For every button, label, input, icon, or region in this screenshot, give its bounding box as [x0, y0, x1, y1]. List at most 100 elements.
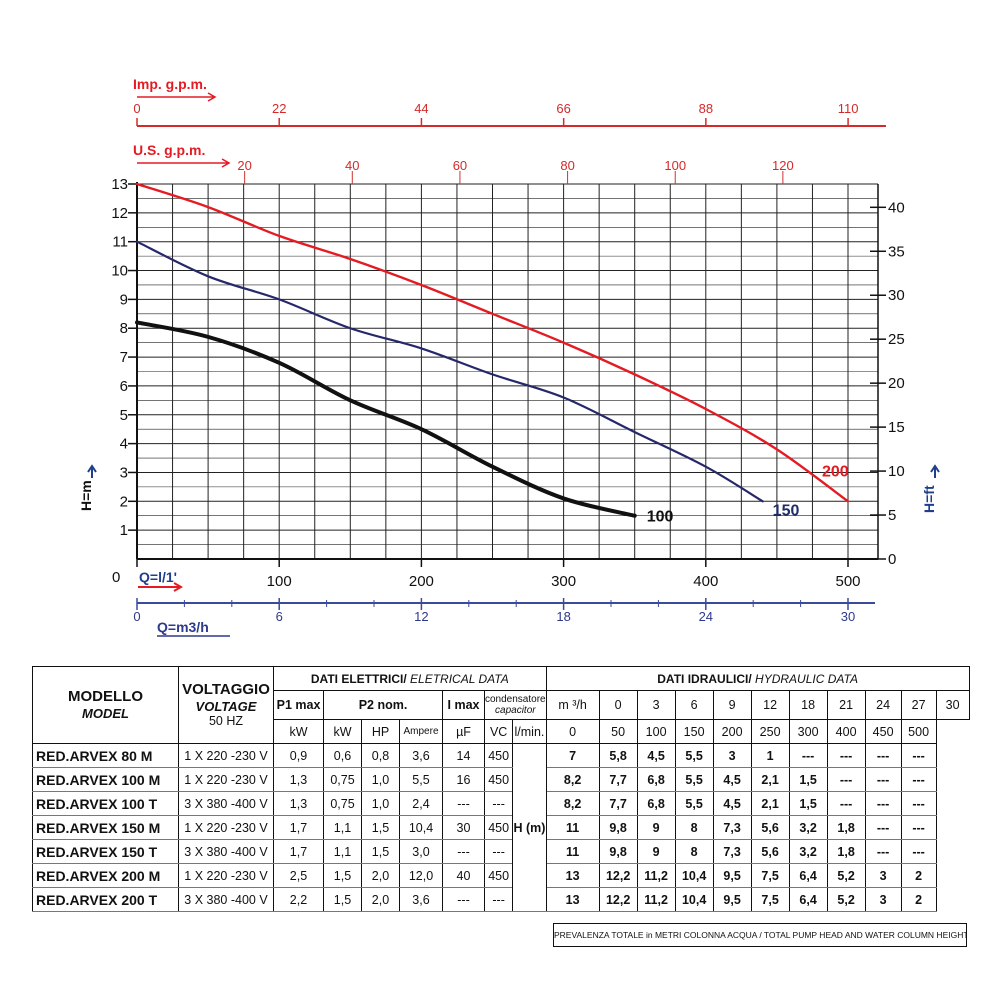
- head-value-cell: 7: [545, 743, 600, 768]
- usgpm-tick-label: 120: [772, 158, 794, 173]
- flow-m3h-cell: 24: [864, 690, 902, 720]
- head-value-cell: 7,3: [712, 839, 752, 864]
- vc-cell: 450: [483, 767, 514, 792]
- vc-cell: 450: [483, 863, 514, 888]
- imax-cell: 5,5: [399, 767, 443, 792]
- voltage-header: VOLTAGGIO VOLTAGE 50 HZ: [178, 666, 274, 744]
- head-value-cell: 2: [900, 863, 937, 888]
- model-cell: RED.ARVEX 100 M: [32, 767, 179, 792]
- head-value-cell: 3,2: [788, 839, 828, 864]
- ft-axis-arrow: [930, 464, 940, 478]
- head-value-cell: 13: [545, 863, 600, 888]
- x-axis-arrow: [138, 582, 184, 592]
- flow-lmin-cell: 250: [750, 719, 790, 744]
- flow-m3h-cell: 12: [750, 690, 790, 720]
- head-value-cell: 11,2: [636, 887, 676, 912]
- impgpm-axis-label: Imp. g.p.m.: [133, 76, 207, 92]
- vc-cell: ---: [483, 791, 514, 816]
- flow-lmin-cell: 50: [598, 719, 638, 744]
- head-value-cell: 3: [864, 887, 902, 912]
- voltage-cell: 3 X 380 -400 V: [178, 791, 274, 816]
- head-value-cell: 9,5: [712, 863, 752, 888]
- head-value-cell: 5,8: [598, 743, 638, 768]
- model-cell: RED.ARVEX 200 M: [32, 863, 179, 888]
- curve-label-150: 150: [773, 502, 800, 519]
- flow-m3h-cell: 0: [598, 690, 638, 720]
- head-value-cell: 6,4: [788, 887, 828, 912]
- head-value-cell: 5,5: [674, 743, 714, 768]
- head-value-cell: 4,5: [712, 767, 752, 792]
- head-value-cell: ---: [864, 839, 902, 864]
- x-tick-label: 100: [267, 573, 292, 590]
- flow-m3h-cell: 6: [674, 690, 714, 720]
- m3h-tick-label: 24: [699, 609, 713, 624]
- unit-kw: kW: [273, 719, 324, 744]
- model-cell: RED.ARVEX 80 M: [32, 743, 179, 768]
- unit-uf: µF: [442, 719, 485, 744]
- vc-cell: 450: [483, 743, 514, 768]
- curve-label-200: 200: [822, 463, 849, 480]
- head-value-cell: 7,3: [712, 815, 752, 840]
- head-value-cell: ---: [864, 767, 902, 792]
- head-value-cell: ---: [900, 815, 937, 840]
- impgpm-tick-label: 88: [699, 101, 713, 116]
- curve-150: [135, 240, 764, 503]
- head-label-cell: H (m): [512, 743, 547, 912]
- flow-m3h-cell: 21: [826, 690, 866, 720]
- m3h-tick-label: 18: [556, 609, 570, 624]
- flow-m3h-cell: 27: [900, 690, 937, 720]
- uf-cell: 16: [442, 767, 485, 792]
- vc-cell: 450: [483, 815, 514, 840]
- vc-cell: ---: [483, 887, 514, 912]
- uf-cell: ---: [442, 839, 485, 864]
- imax-cell: 2,4: [399, 791, 443, 816]
- head-value-cell: 1,8: [826, 815, 866, 840]
- x-axis-label-lmin: Q=l/1': [139, 569, 177, 585]
- head-value-cell: 4,5: [636, 743, 676, 768]
- hp-cell: 1,0: [361, 791, 400, 816]
- usgpm-tick-label: 20: [237, 158, 251, 173]
- head-value-cell: 3,2: [788, 815, 828, 840]
- hp-cell: 0,8: [361, 743, 400, 768]
- p2-kw-cell: 1,5: [323, 887, 362, 912]
- hp-cell: 1,5: [361, 815, 400, 840]
- curve-100: [135, 320, 637, 518]
- m3h-tick-label: 0: [133, 609, 140, 624]
- head-value-cell: 5,2: [826, 863, 866, 888]
- head-value-cell: 9,5: [712, 887, 752, 912]
- lmin-header: l/min.: [512, 719, 547, 744]
- ft-tick-label: 25: [888, 331, 905, 348]
- y-tick-label: 4: [120, 436, 128, 453]
- p1-cell: 2,5: [273, 863, 324, 888]
- usgpm-tick-label: 100: [664, 158, 686, 173]
- capacitor-header: condensatore capacitor: [484, 690, 547, 720]
- y-axis-label-m: H=m: [78, 480, 94, 511]
- uf-cell: ---: [442, 791, 485, 816]
- y-tick-label: 1: [120, 522, 128, 539]
- head-value-cell: 6,8: [636, 791, 676, 816]
- p1-cell: 1,7: [273, 839, 324, 864]
- voltage-cell: 1 X 220 -230 V: [178, 863, 274, 888]
- head-value-cell: 5,5: [674, 791, 714, 816]
- x-tick-label: 200: [409, 573, 434, 590]
- electrical-data-header: DATI ELETTRICI/ ELETRICAL DATA: [273, 666, 547, 691]
- voltage-cell: 1 X 220 -230 V: [178, 743, 274, 768]
- unit-kw: kW: [323, 719, 362, 744]
- head-value-cell: 1: [750, 743, 790, 768]
- flow-m3h-cell: 30: [935, 690, 970, 720]
- m3h-tick-label: 30: [841, 609, 855, 624]
- head-value-cell: 9,8: [598, 815, 638, 840]
- head-value-cell: 9: [636, 839, 676, 864]
- unit-hp: HP: [361, 719, 400, 744]
- hp-cell: 1,0: [361, 767, 400, 792]
- x-tick-label: 400: [693, 573, 718, 590]
- hp-cell: 2,0: [361, 887, 400, 912]
- head-value-cell: 5,6: [750, 839, 790, 864]
- head-value-cell: 11: [545, 815, 600, 840]
- head-value-cell: 6,4: [788, 863, 828, 888]
- usgpm-tick-label: 80: [560, 158, 574, 173]
- head-value-cell: 1,8: [826, 839, 866, 864]
